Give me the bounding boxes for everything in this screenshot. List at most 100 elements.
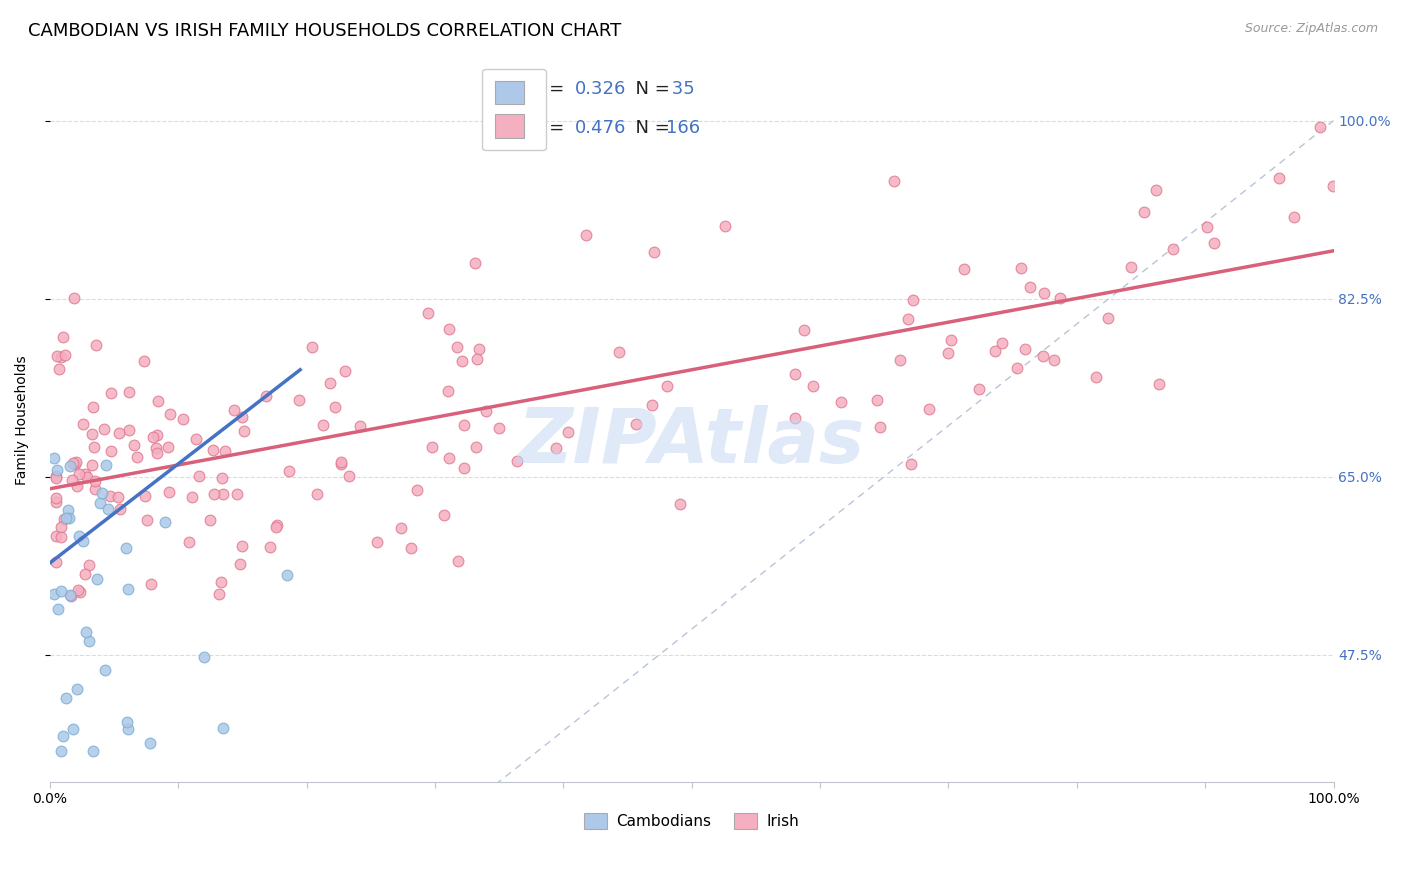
Text: CAMBODIAN VS IRISH FAMILY HOUSEHOLDS CORRELATION CHART: CAMBODIAN VS IRISH FAMILY HOUSEHOLDS COR… bbox=[28, 22, 621, 40]
Point bbox=[903, 293, 925, 307]
Point bbox=[866, 393, 889, 408]
Point bbox=[1322, 179, 1344, 194]
Point bbox=[266, 518, 288, 533]
Point bbox=[65, 457, 87, 471]
Point bbox=[305, 486, 328, 500]
Point bbox=[146, 428, 169, 442]
Point bbox=[264, 520, 287, 534]
Point bbox=[224, 403, 246, 417]
Point bbox=[465, 352, 488, 367]
Point bbox=[146, 393, 169, 408]
Point bbox=[212, 487, 235, 501]
Point bbox=[59, 458, 82, 473]
Point bbox=[399, 541, 422, 556]
Point bbox=[51, 330, 73, 344]
Point bbox=[453, 418, 475, 433]
Point bbox=[1161, 242, 1184, 256]
Point bbox=[63, 291, 86, 305]
Point bbox=[67, 582, 90, 597]
Point bbox=[337, 468, 360, 483]
Point bbox=[46, 601, 69, 615]
Point bbox=[67, 529, 90, 543]
Point bbox=[366, 535, 388, 549]
Point bbox=[301, 340, 323, 354]
Point bbox=[468, 342, 491, 356]
Point bbox=[474, 404, 496, 418]
Point bbox=[453, 460, 475, 475]
Point bbox=[1309, 120, 1331, 134]
Point bbox=[142, 430, 165, 444]
Point bbox=[77, 558, 100, 573]
Point bbox=[446, 340, 468, 354]
Point bbox=[557, 425, 579, 440]
Point bbox=[45, 555, 67, 569]
Point bbox=[107, 490, 129, 504]
Point bbox=[42, 587, 65, 601]
Text: 166: 166 bbox=[666, 119, 700, 136]
Point bbox=[49, 530, 72, 544]
Point bbox=[59, 588, 82, 602]
Point bbox=[323, 400, 346, 414]
Point bbox=[181, 491, 204, 505]
Point bbox=[52, 729, 75, 743]
Point bbox=[1049, 291, 1071, 305]
Point bbox=[869, 419, 891, 434]
Point bbox=[214, 444, 236, 458]
Point bbox=[82, 744, 104, 758]
Point bbox=[66, 478, 89, 492]
Point bbox=[84, 474, 107, 488]
Point bbox=[58, 503, 80, 517]
Point bbox=[793, 322, 815, 336]
Point bbox=[72, 534, 94, 549]
Point bbox=[186, 432, 208, 446]
Point bbox=[72, 417, 94, 431]
Point bbox=[86, 572, 108, 586]
Point bbox=[1007, 360, 1029, 375]
Text: 0.476: 0.476 bbox=[575, 119, 626, 136]
Point bbox=[451, 354, 474, 368]
Point bbox=[82, 458, 104, 473]
Point bbox=[82, 401, 104, 415]
Point bbox=[118, 423, 141, 437]
Point bbox=[66, 682, 89, 697]
Point bbox=[609, 344, 631, 359]
Point bbox=[1014, 342, 1036, 356]
Point bbox=[73, 566, 96, 581]
Point bbox=[83, 440, 105, 454]
Point bbox=[231, 539, 253, 553]
Point bbox=[830, 394, 852, 409]
Point bbox=[889, 352, 911, 367]
Point bbox=[84, 338, 107, 352]
Point bbox=[179, 534, 201, 549]
Point bbox=[55, 691, 77, 706]
Point bbox=[125, 450, 148, 464]
Point bbox=[51, 744, 73, 758]
Point bbox=[714, 219, 737, 233]
Point bbox=[94, 458, 117, 473]
Point bbox=[953, 262, 976, 277]
Point bbox=[437, 384, 460, 398]
Point bbox=[159, 407, 181, 421]
Point bbox=[329, 457, 352, 471]
Point bbox=[132, 353, 155, 368]
Point bbox=[232, 424, 254, 438]
Point bbox=[1010, 260, 1032, 275]
Point bbox=[335, 364, 357, 378]
Point bbox=[643, 245, 665, 260]
Point bbox=[544, 441, 567, 455]
Point bbox=[198, 513, 221, 527]
Point bbox=[657, 379, 679, 393]
Point bbox=[100, 443, 122, 458]
Point bbox=[229, 557, 252, 571]
Point bbox=[464, 440, 486, 454]
Point bbox=[51, 583, 73, 598]
Point bbox=[93, 422, 115, 436]
Point bbox=[51, 350, 73, 364]
Point bbox=[506, 454, 529, 468]
Point bbox=[139, 736, 162, 750]
Point bbox=[575, 228, 598, 243]
Point bbox=[77, 633, 100, 648]
Point bbox=[329, 455, 352, 469]
Point bbox=[897, 312, 920, 326]
Point bbox=[117, 582, 139, 596]
